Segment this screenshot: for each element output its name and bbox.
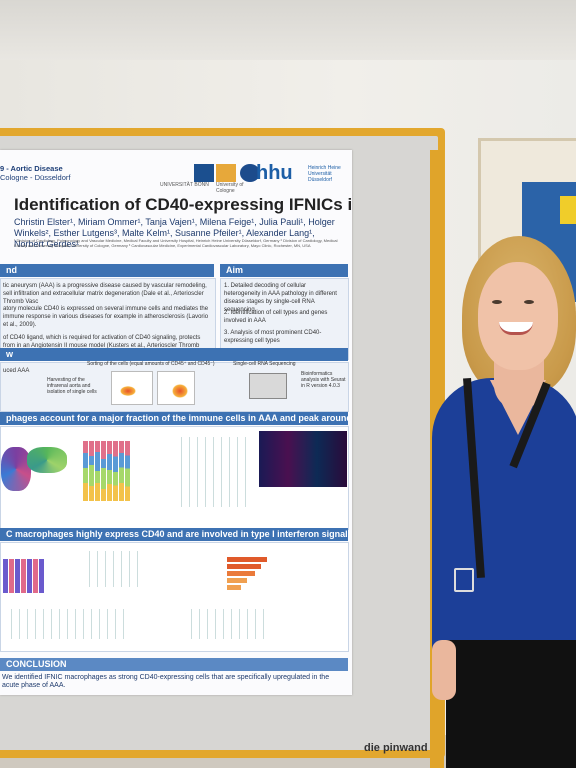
sequencer-image [249, 373, 287, 399]
cologne-logo-icon [240, 164, 260, 182]
painting-yellow-shape [560, 196, 576, 224]
aim-panel: 1. Detailed decoding of cellular heterog… [220, 278, 349, 360]
person-pants [446, 640, 576, 768]
person-smile [499, 322, 533, 335]
ceiling [0, 0, 576, 60]
facs-plot-1 [111, 371, 153, 405]
scientific-poster: 9 - Aortic Disease Cologne - Düsseldorf … [0, 150, 352, 695]
workflow-step-4: Single-cell RNA Sequencing [233, 361, 296, 367]
dot-plot-bottom-2 [191, 609, 271, 639]
result-1-panel [0, 426, 349, 530]
poster-authors: Christin Elster¹, Miriam Ommer¹, Tanja V… [14, 217, 335, 249]
conference-line-1: 9 - Aortic Disease [0, 164, 63, 173]
dot-plots [181, 437, 251, 507]
facs-plot-2 [157, 371, 195, 405]
stacked-bar-chart [83, 437, 130, 501]
workflow-step-1: uced AAA [3, 368, 30, 374]
tsne-plot-2 [27, 447, 67, 473]
cologne-logo-text: University of Cologne [216, 182, 244, 194]
workflow-step-5: Bioinformatics analysis with Seurat in R… [301, 371, 346, 389]
heatmap-dots [89, 551, 139, 587]
bonn-logo-text: UNIVERSITÄT BONN [160, 182, 209, 188]
person-eye-right [524, 300, 534, 304]
tsne-plot-1 [1, 447, 31, 491]
workflow-panel: uced AAA Harvesting of the infrarenal ao… [0, 361, 349, 412]
aim-item-3: 3. Analysis of most prominent CD40-expre… [224, 330, 322, 344]
bonn-logo-icon [194, 164, 214, 182]
result-2-panel [0, 542, 349, 652]
workflow-header: w [0, 348, 348, 361]
person-hand [432, 640, 456, 700]
workflow-step-2: Harvesting of the infrarenal aorta and i… [47, 377, 97, 395]
board-brand: die pinwand [364, 742, 428, 754]
person-eye-left [492, 300, 502, 304]
background-header: nd [0, 264, 214, 277]
person-face [478, 262, 558, 370]
logos: UNIVERSITÄT BONN University of Cologne h… [160, 162, 350, 194]
dot-plot-bottom [11, 609, 131, 639]
bonn-logo-mark [216, 164, 236, 182]
aim-item-1: 1. Detailed decoding of cellular heterog… [224, 283, 337, 313]
aim-item-2: 2. Identification of cell types and gene… [224, 310, 328, 324]
badge-clip-icon [454, 568, 474, 592]
poster-title: Identification of CD40-expressing IFNICs… [14, 195, 352, 214]
conclusion-header: CONCLUSION [0, 658, 348, 671]
aim-header: Aim [220, 264, 348, 277]
hhu-logo: hhu [256, 162, 293, 184]
pathway-bar-chart [227, 557, 267, 597]
poster-affiliations: ¹ Division of Cardiology, Pulmonology an… [14, 238, 338, 248]
workflow-step-3: Sorting of the cells (equal amounts of C… [87, 361, 215, 367]
background-text-1: tic aneurysm (AAA) is a progressive dise… [3, 283, 207, 305]
conference-line-2: Cologne - Düsseldorf [0, 173, 71, 182]
violin-bars [3, 557, 44, 593]
conclusion-text: We identified IFNIC macrophages as stron… [2, 674, 330, 689]
background-text-2: atory molecule CD40 is expressed on seve… [3, 306, 209, 328]
result-1-header: phages account for a major fraction of t… [0, 412, 348, 425]
result-2-header: C macrophages highly express CD40 and ar… [0, 528, 348, 541]
immunofluorescence-images [259, 431, 347, 487]
hhu-subtitle: Heinrich Heine Universität Düsseldorf [308, 165, 341, 183]
